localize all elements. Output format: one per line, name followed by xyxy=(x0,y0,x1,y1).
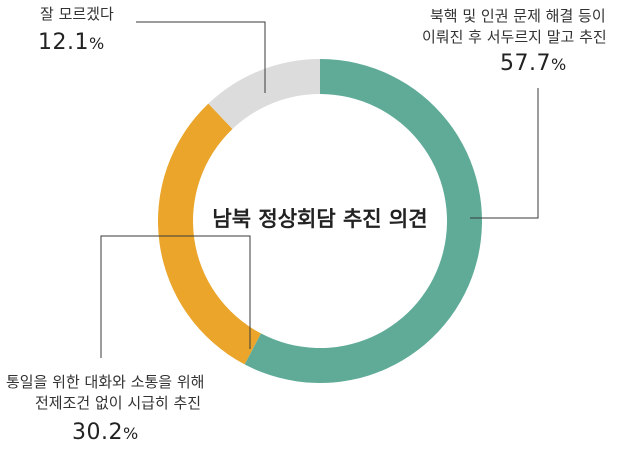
slice-label-1-line-2: 전제조건 없이 시급히 추진 xyxy=(35,394,202,412)
slice-label-1-line-1: 통일을 위한 대화와 소통을 위해 xyxy=(6,373,205,391)
chart-title: 남북 정상회담 추진 의견 xyxy=(212,207,428,231)
leader-line-1 xyxy=(100,235,251,358)
slice-value-0: 57.7% xyxy=(500,51,567,76)
slice-label-0-line-2: 이뤄진 후 서두르지 말고 추진 xyxy=(422,28,607,46)
slice-label-0-line-1: 북핵 및 인권 문제 해결 등이 xyxy=(430,7,606,25)
slice-value-2: 12.1% xyxy=(38,30,105,55)
donut-slice-2 xyxy=(208,59,320,129)
donut-slice-0 xyxy=(244,59,483,383)
leader-line-0 xyxy=(470,88,539,219)
slice-value-1: 30.2% xyxy=(72,420,139,445)
donut-slice-1 xyxy=(158,103,261,365)
leader-line-2 xyxy=(136,21,266,93)
slice-label-2: 잘 모르겠다 xyxy=(40,5,114,23)
